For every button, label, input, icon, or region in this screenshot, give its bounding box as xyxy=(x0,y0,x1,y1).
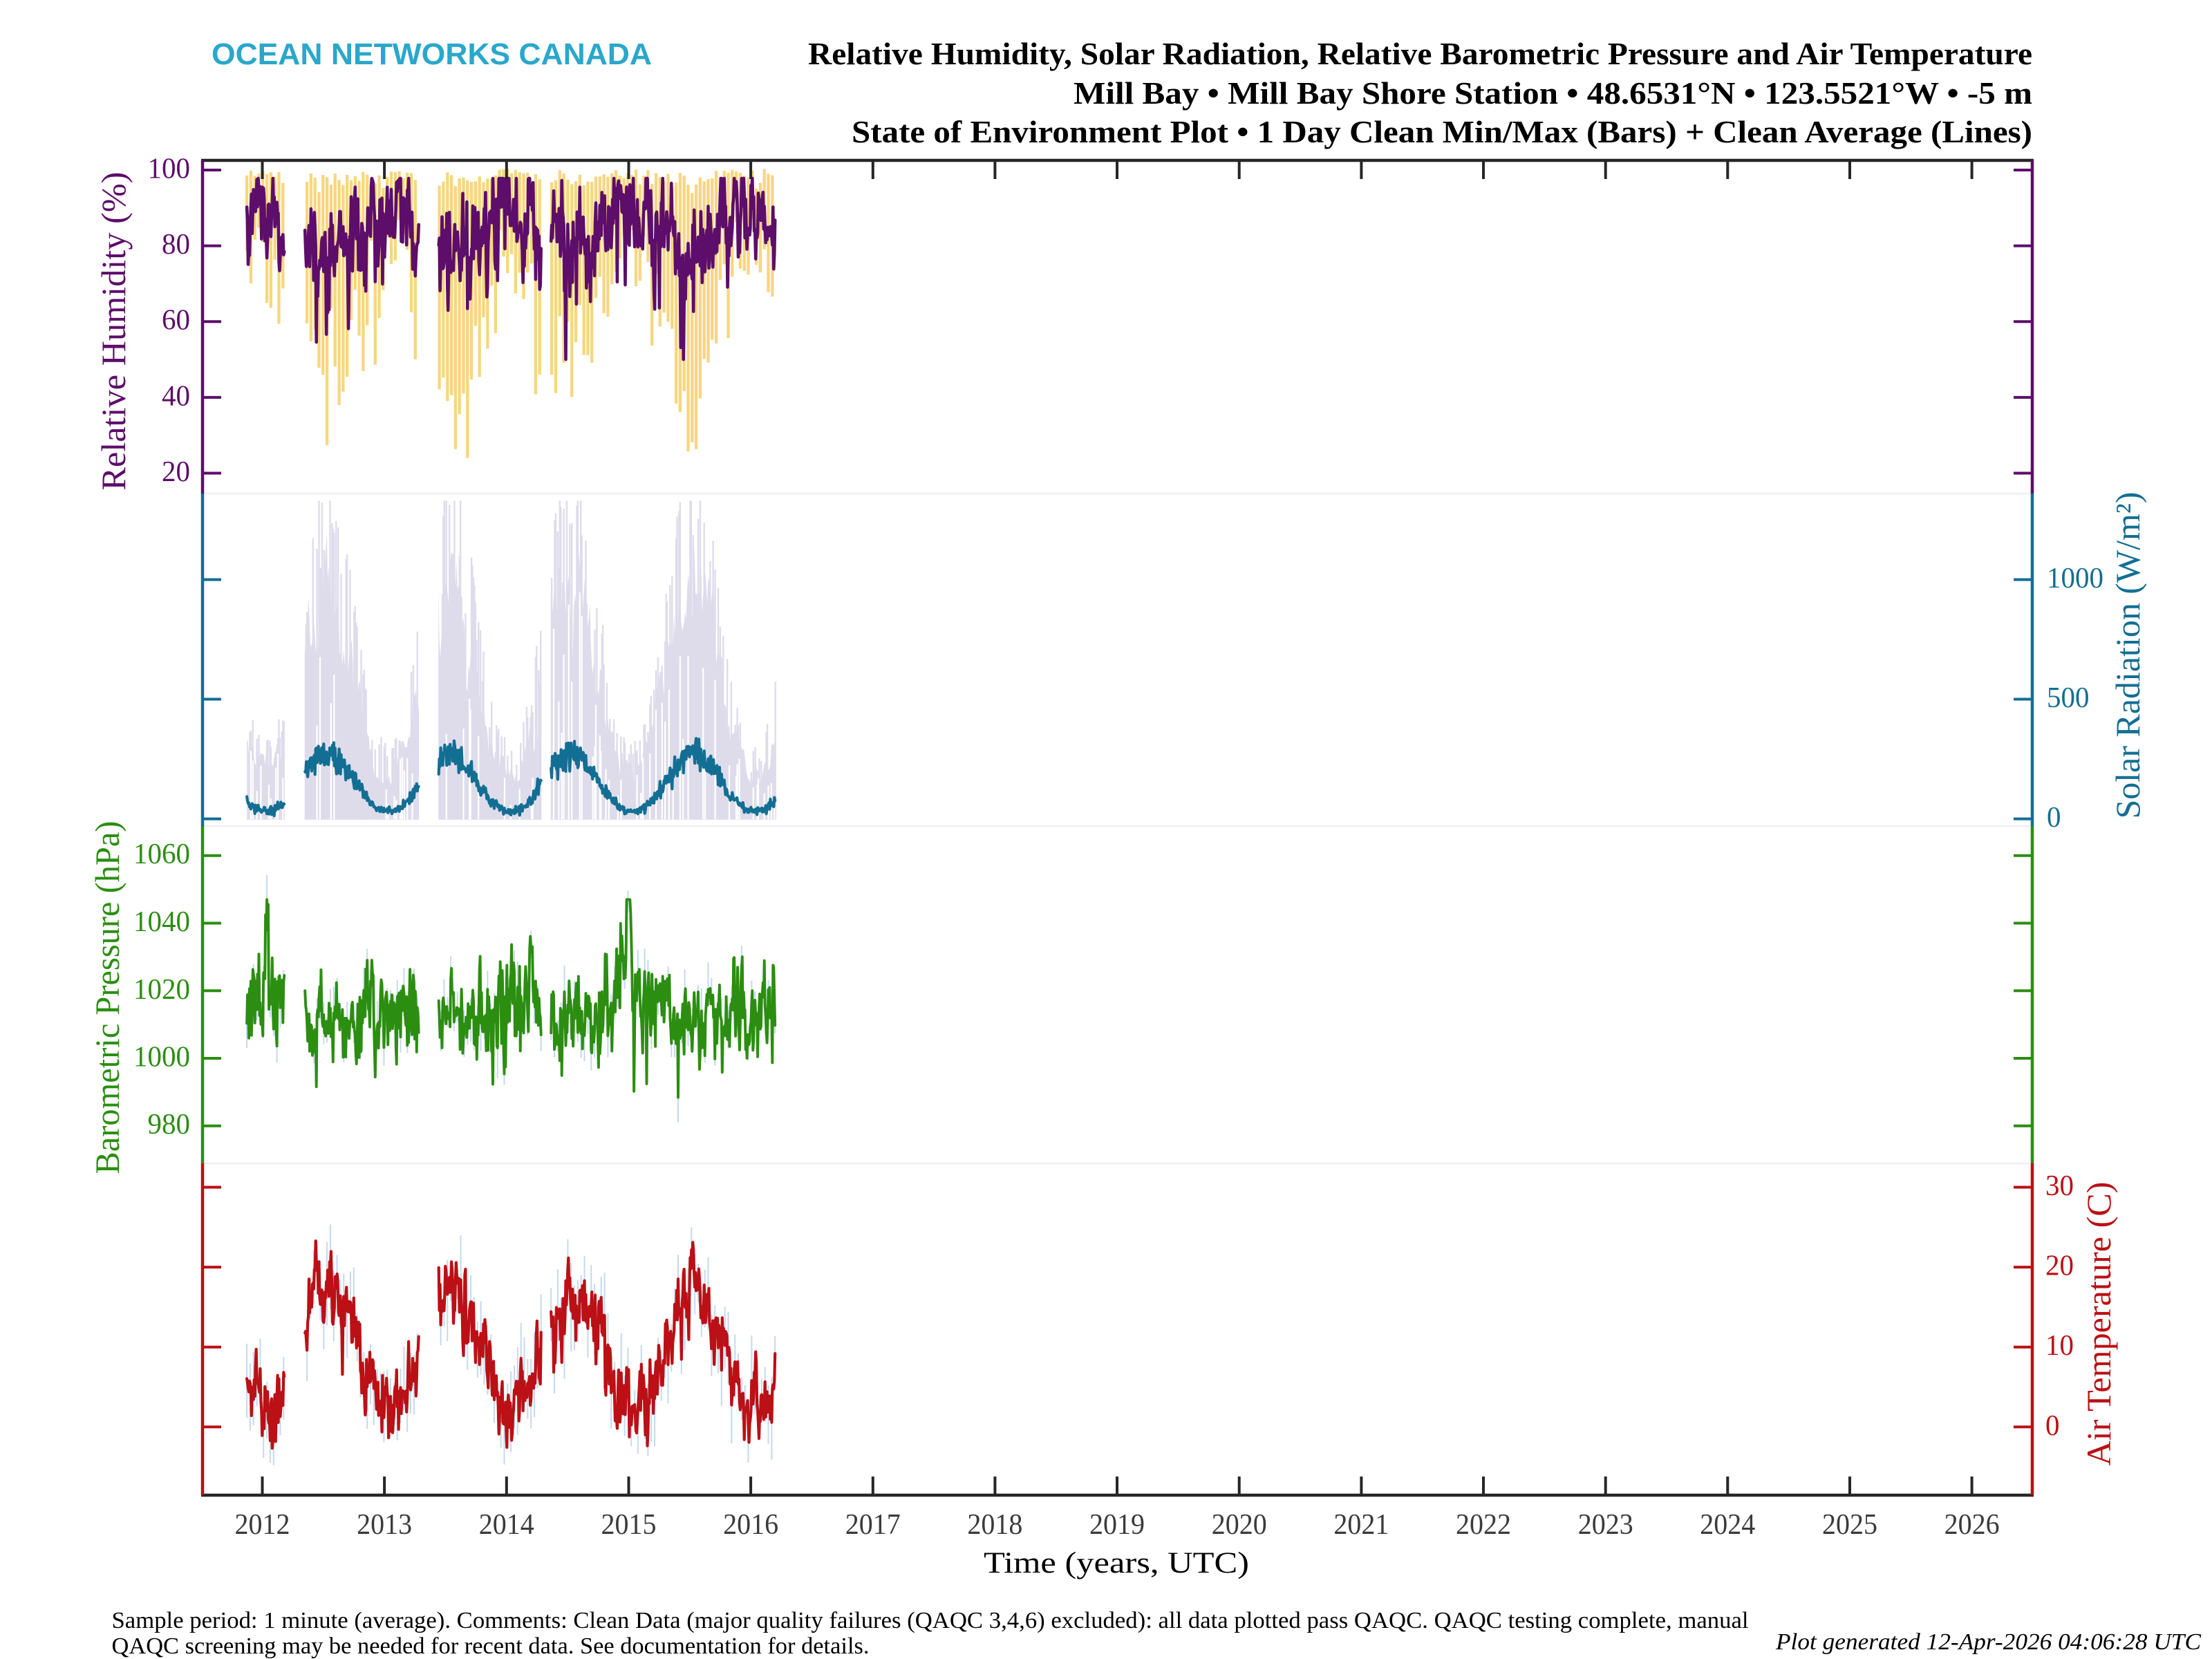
svg-text:QAQC screening may be needed f: QAQC screening may be needed for recent … xyxy=(112,1633,870,1659)
svg-text:OCEAN NETWORKS CANADA: OCEAN NETWORKS CANADA xyxy=(212,37,652,71)
svg-text:2017: 2017 xyxy=(845,1509,901,1541)
svg-text:2026: 2026 xyxy=(1944,1509,2000,1541)
svg-text:2024: 2024 xyxy=(1700,1509,1755,1541)
svg-text:Relative Humidity (%): Relative Humidity (%) xyxy=(94,171,133,490)
svg-text:Time (years, UTC): Time (years, UTC) xyxy=(984,1547,1249,1580)
svg-text:0: 0 xyxy=(2045,1410,2060,1442)
svg-text:1060: 1060 xyxy=(133,838,190,870)
svg-text:20: 20 xyxy=(162,456,190,488)
svg-text:60: 60 xyxy=(162,305,190,337)
svg-text:80: 80 xyxy=(162,229,190,261)
svg-text:Mill Bay • Mill Bay Shore Stat: Mill Bay • Mill Bay Shore Station • 48.6… xyxy=(1074,75,2032,111)
svg-text:2013: 2013 xyxy=(357,1509,412,1541)
svg-text:Solar Radiation (W/m²): Solar Radiation (W/m²) xyxy=(2108,492,2147,819)
svg-text:2014: 2014 xyxy=(479,1509,534,1541)
svg-text:1000: 1000 xyxy=(2047,563,2103,594)
svg-text:Plot generated 12-Apr-2026 04:: Plot generated 12-Apr-2026 04:06:28 UTC xyxy=(1775,1629,2201,1655)
svg-text:40: 40 xyxy=(162,380,190,412)
svg-text:2021: 2021 xyxy=(1333,1509,1389,1541)
svg-text:30: 30 xyxy=(2045,1170,2074,1202)
svg-text:1020: 1020 xyxy=(133,974,190,1006)
svg-text:Sample period: 1 minute (avera: Sample period: 1 minute (average). Comme… xyxy=(112,1608,1749,1633)
svg-text:Air Temperature (C): Air Temperature (C) xyxy=(2079,1182,2118,1466)
svg-text:2016: 2016 xyxy=(723,1509,778,1541)
svg-text:1000: 1000 xyxy=(133,1042,190,1074)
svg-text:1040: 1040 xyxy=(133,906,190,938)
svg-text:Relative Humidity, Solar Radia: Relative Humidity, Solar Radiation, Rela… xyxy=(808,36,2032,71)
svg-text:500: 500 xyxy=(2047,682,2090,714)
svg-text:2018: 2018 xyxy=(967,1509,1022,1541)
svg-text:980: 980 xyxy=(148,1109,191,1141)
svg-text:Barometric Pressure (hPa): Barometric Pressure (hPa) xyxy=(88,821,126,1174)
svg-text:2023: 2023 xyxy=(1578,1509,1633,1541)
svg-text:2022: 2022 xyxy=(1456,1509,1511,1541)
svg-text:State of Environment Plot • 1: State of Environment Plot • 1 Day Clean … xyxy=(852,114,2032,149)
svg-text:10: 10 xyxy=(2045,1330,2074,1362)
svg-text:2020: 2020 xyxy=(1212,1509,1267,1541)
svg-text:0: 0 xyxy=(2047,802,2061,834)
svg-text:20: 20 xyxy=(2045,1250,2074,1282)
svg-text:2015: 2015 xyxy=(601,1509,657,1541)
svg-text:100: 100 xyxy=(148,153,191,185)
svg-text:2012: 2012 xyxy=(235,1509,290,1541)
svg-text:2025: 2025 xyxy=(1822,1509,1877,1541)
svg-text:2019: 2019 xyxy=(1089,1509,1145,1541)
